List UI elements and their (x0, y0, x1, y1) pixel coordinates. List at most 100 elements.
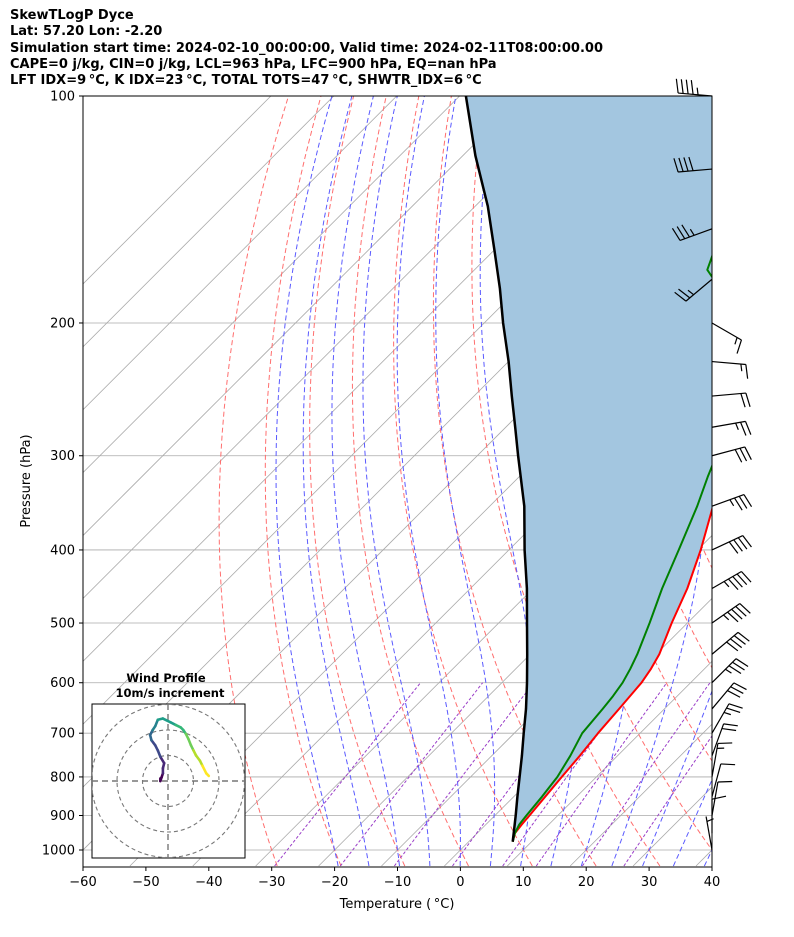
isotherm-line (507, 660, 712, 867)
parcel-profile-line (464, 96, 529, 842)
barb-feather (675, 78, 679, 94)
barb-feather (723, 723, 738, 727)
mixing-ratio-line (393, 682, 534, 867)
barb-shaft (711, 571, 742, 590)
barb-feather (688, 156, 694, 171)
barb-shaft (711, 494, 745, 507)
barb-feather (690, 80, 694, 95)
isotherm-line (569, 723, 712, 867)
barb-feather (732, 576, 743, 588)
x-tick-label: −40 (195, 875, 222, 890)
barb-half-feather (723, 614, 730, 621)
wind-barb (711, 420, 752, 436)
wind-barb (711, 360, 749, 379)
mixing-ratio-line (339, 682, 484, 867)
barb-feather (676, 226, 686, 240)
wind-barb (711, 535, 752, 554)
moist-adiabat (302, 96, 370, 867)
barb-shaft (711, 631, 739, 655)
barb-feather (731, 608, 743, 620)
x-tick-label: −50 (132, 875, 159, 890)
barb-feather (717, 780, 733, 783)
barb-shaft (705, 816, 713, 851)
mixing-ratio-line (274, 682, 421, 867)
hodograph-inset: Wind Profile 10m/s increment (91, 671, 246, 859)
barb-feather (711, 795, 727, 800)
barb-feather (726, 707, 741, 714)
dry-adiabat (745, 96, 794, 866)
station-title: SkewTLogP Dyce (10, 8, 134, 23)
barb-shaft (711, 446, 745, 457)
barb-feather (720, 763, 736, 766)
x-tick-label: −20 (321, 875, 348, 890)
wind-barb (711, 571, 752, 591)
barb-feather (727, 690, 741, 698)
x-tick-label: 20 (578, 875, 595, 890)
moist-adiabat (703, 848, 712, 867)
barb-half-feather (723, 581, 730, 588)
moist-adiabat (362, 96, 431, 867)
x-tick-label: −30 (258, 875, 285, 890)
barb-feather (717, 742, 733, 745)
wind-barb (673, 156, 713, 173)
x-tick-label: −10 (384, 875, 411, 890)
isotherm-line (83, 96, 586, 599)
x-tick-label: 30 (641, 875, 658, 890)
barb-feather (739, 603, 751, 614)
x-axis-label: Temperature ( °C) (339, 897, 455, 912)
barb-feather (745, 364, 749, 379)
barb-feather (683, 157, 689, 172)
x-tick-label: 0 (456, 875, 464, 890)
barb-feather (671, 227, 681, 241)
barb-feather (735, 658, 749, 667)
barb-feather (685, 79, 689, 94)
barb-feather (674, 291, 687, 302)
moist-adiabat (396, 96, 461, 866)
isotherm-line (83, 96, 272, 285)
moist-adiabat (642, 689, 712, 867)
moist-adiabat (672, 778, 712, 867)
barb-shaft (711, 743, 719, 778)
barb-half-feather (734, 337, 738, 345)
location-line: Lat: 57.20 Lon: -2.20 (10, 24, 163, 40)
y-axis-label: Pressure (hPa) (19, 434, 34, 527)
barb-half-feather (725, 668, 732, 674)
y-tick-label: 100 (50, 90, 75, 105)
x-tick-label: 40 (704, 875, 721, 890)
barb-feather (744, 446, 752, 460)
wind-barb (711, 742, 733, 778)
isotherm-line (83, 96, 335, 348)
chart-header: SkewTLogP Dyce Lat: 57.20 Lon: -2.20 Sim… (10, 8, 790, 89)
dewpoint-profile-line (511, 253, 712, 842)
hodograph-segment (201, 764, 208, 775)
wind-barb (711, 763, 736, 797)
barb-shaft (711, 603, 741, 624)
wind-barb (711, 780, 733, 816)
barb-half-feather (735, 422, 739, 430)
barb-feather (740, 571, 752, 583)
barb-feather (730, 638, 743, 649)
barb-feather (738, 495, 748, 509)
barb-feather (728, 541, 739, 554)
dry-adiabat (711, 96, 712, 103)
moist-adiabat (275, 96, 339, 867)
wind-barb (711, 682, 747, 710)
barb-shaft (711, 781, 719, 816)
barb-feather (745, 392, 751, 407)
mixing-ratio-line (535, 682, 668, 867)
wind-barb (711, 703, 743, 734)
sounding-profiles (464, 96, 712, 842)
barb-feather (678, 288, 691, 299)
hodograph-segment (204, 772, 211, 778)
barb-half-feather (740, 363, 743, 372)
barb-feather (740, 393, 746, 408)
barb-shaft (685, 278, 713, 302)
x-axis-ticks: −60 −50 −40 −30 −20 −10 0 10 20 30 40 (69, 867, 720, 890)
temperature-profile-line (511, 506, 712, 842)
barb-feather (736, 573, 748, 586)
wind-barb (711, 392, 751, 408)
y-tick-label: 900 (50, 809, 75, 824)
barb-half-feather (706, 818, 714, 822)
cape-area-fill (465, 96, 712, 842)
